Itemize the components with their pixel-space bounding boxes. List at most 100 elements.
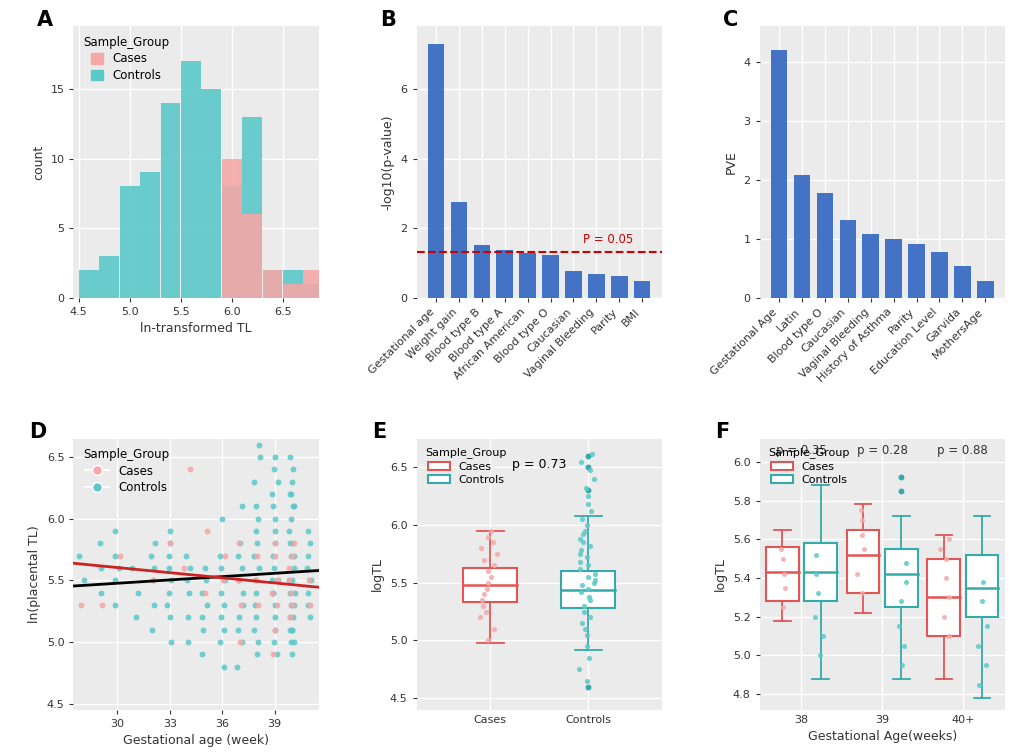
Point — [161, 587, 177, 599]
Bar — [965, 555, 998, 617]
X-axis label: ln-transformed TL: ln-transformed TL — [140, 322, 252, 335]
Point — [230, 612, 247, 624]
Point — [284, 501, 301, 513]
Point — [475, 588, 491, 600]
Point — [213, 612, 229, 624]
Point — [283, 513, 300, 525]
Point — [472, 542, 488, 554]
Point — [893, 595, 909, 607]
Bar — [953, 266, 970, 297]
Point — [300, 587, 316, 599]
Point — [479, 577, 495, 589]
Point — [302, 599, 318, 611]
Point — [855, 543, 871, 555]
Point — [248, 587, 264, 599]
Point — [969, 679, 985, 691]
Point — [774, 553, 791, 565]
Point — [194, 649, 210, 661]
Text: p = 0.73: p = 0.73 — [512, 458, 566, 471]
Bar — [846, 529, 878, 593]
Point — [216, 575, 232, 587]
Point — [145, 575, 161, 587]
Point — [480, 634, 496, 646]
Point — [127, 612, 144, 624]
Point — [199, 599, 215, 611]
Point — [162, 612, 178, 624]
Point — [586, 575, 602, 587]
Bar — [560, 572, 614, 609]
Point — [267, 599, 283, 611]
Point — [231, 538, 248, 550]
Point — [250, 599, 266, 611]
Point — [284, 476, 301, 488]
Point — [574, 617, 590, 629]
Point — [285, 538, 302, 550]
Text: C: C — [722, 10, 738, 30]
Point — [162, 575, 178, 587]
Point — [574, 513, 590, 525]
Point — [143, 550, 159, 562]
Point — [937, 553, 954, 565]
Point — [893, 659, 909, 671]
Point — [231, 575, 248, 587]
Bar — [304, 284, 323, 297]
Point — [281, 451, 298, 463]
Point — [482, 571, 498, 583]
Point — [247, 599, 263, 611]
Point — [266, 513, 282, 525]
Point — [281, 587, 298, 599]
Point — [285, 501, 302, 513]
Point — [93, 562, 109, 574]
Point — [774, 601, 791, 613]
Point — [281, 525, 298, 537]
Point — [146, 562, 162, 574]
Point — [576, 623, 592, 635]
Point — [229, 550, 246, 562]
Point — [265, 501, 281, 513]
Bar — [283, 284, 303, 297]
Point — [580, 461, 596, 473]
Point — [582, 594, 598, 606]
Point — [282, 538, 299, 550]
Point — [853, 529, 869, 541]
Point — [283, 599, 300, 611]
Point — [578, 629, 594, 641]
Point — [249, 649, 265, 661]
Point — [893, 485, 909, 497]
Point — [893, 471, 909, 483]
Point — [234, 501, 251, 513]
Point — [849, 568, 865, 580]
Point — [163, 636, 179, 648]
Point — [973, 595, 989, 607]
Y-axis label: logTL: logTL — [713, 557, 727, 591]
Point — [572, 548, 588, 560]
Point — [282, 587, 299, 599]
Point — [248, 612, 264, 624]
Point — [199, 525, 215, 537]
Point — [483, 525, 499, 537]
Point — [216, 661, 232, 673]
Point — [73, 599, 90, 611]
Point — [144, 624, 160, 636]
Point — [161, 550, 177, 562]
Point — [229, 575, 246, 587]
Bar — [884, 239, 901, 297]
Point — [807, 549, 823, 561]
Point — [941, 591, 957, 603]
Point — [814, 630, 830, 643]
Text: P = 0.05: P = 0.05 — [582, 233, 633, 246]
Point — [159, 599, 175, 611]
Point — [853, 587, 869, 599]
Point — [195, 624, 211, 636]
Bar — [242, 214, 262, 297]
Legend: Cases, Controls: Cases, Controls — [422, 444, 510, 488]
Point — [573, 579, 589, 591]
Point — [300, 525, 316, 537]
Point — [303, 575, 319, 587]
Point — [267, 538, 283, 550]
Point — [285, 550, 302, 562]
Point — [247, 575, 263, 587]
Bar — [634, 281, 650, 297]
Point — [572, 533, 588, 545]
Bar — [519, 253, 535, 297]
